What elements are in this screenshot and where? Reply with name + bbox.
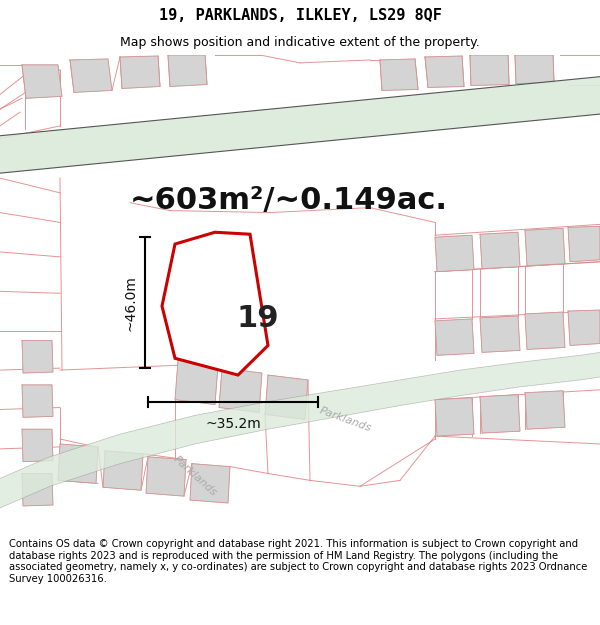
Polygon shape [525, 312, 565, 349]
Polygon shape [525, 228, 565, 266]
Polygon shape [265, 375, 308, 419]
Polygon shape [525, 391, 565, 429]
Polygon shape [22, 474, 53, 506]
Polygon shape [146, 457, 186, 496]
Polygon shape [58, 444, 98, 483]
Polygon shape [175, 360, 218, 404]
Polygon shape [0, 77, 600, 173]
Polygon shape [470, 55, 509, 86]
Polygon shape [22, 429, 53, 462]
Text: 19, PARKLANDS, ILKLEY, LS29 8QF: 19, PARKLANDS, ILKLEY, LS29 8QF [158, 8, 442, 23]
Text: Map shows position and indicative extent of the property.: Map shows position and indicative extent… [120, 36, 480, 49]
Text: Parklands: Parklands [317, 405, 373, 433]
Polygon shape [425, 56, 464, 88]
Polygon shape [515, 55, 554, 84]
Polygon shape [568, 226, 600, 262]
Text: Parklands: Parklands [172, 454, 218, 499]
Text: Contains OS data © Crown copyright and database right 2021. This information is : Contains OS data © Crown copyright and d… [9, 539, 587, 584]
Polygon shape [435, 398, 474, 436]
Polygon shape [435, 319, 474, 356]
Text: ~603m²/~0.149ac.: ~603m²/~0.149ac. [130, 186, 448, 215]
Polygon shape [22, 65, 62, 98]
Polygon shape [480, 316, 520, 352]
Polygon shape [0, 352, 600, 508]
Polygon shape [120, 56, 160, 89]
Polygon shape [480, 395, 520, 433]
Polygon shape [22, 385, 53, 418]
Polygon shape [219, 368, 262, 413]
Polygon shape [480, 232, 520, 269]
Polygon shape [103, 451, 143, 490]
Polygon shape [380, 59, 418, 91]
Text: ~46.0m: ~46.0m [123, 275, 137, 331]
Polygon shape [22, 341, 53, 373]
Polygon shape [70, 59, 112, 92]
Polygon shape [162, 232, 268, 375]
Text: ~35.2m: ~35.2m [205, 418, 261, 431]
Polygon shape [435, 235, 474, 272]
Text: 19: 19 [236, 304, 280, 333]
Polygon shape [168, 55, 207, 86]
Polygon shape [568, 310, 600, 346]
Polygon shape [190, 464, 230, 503]
